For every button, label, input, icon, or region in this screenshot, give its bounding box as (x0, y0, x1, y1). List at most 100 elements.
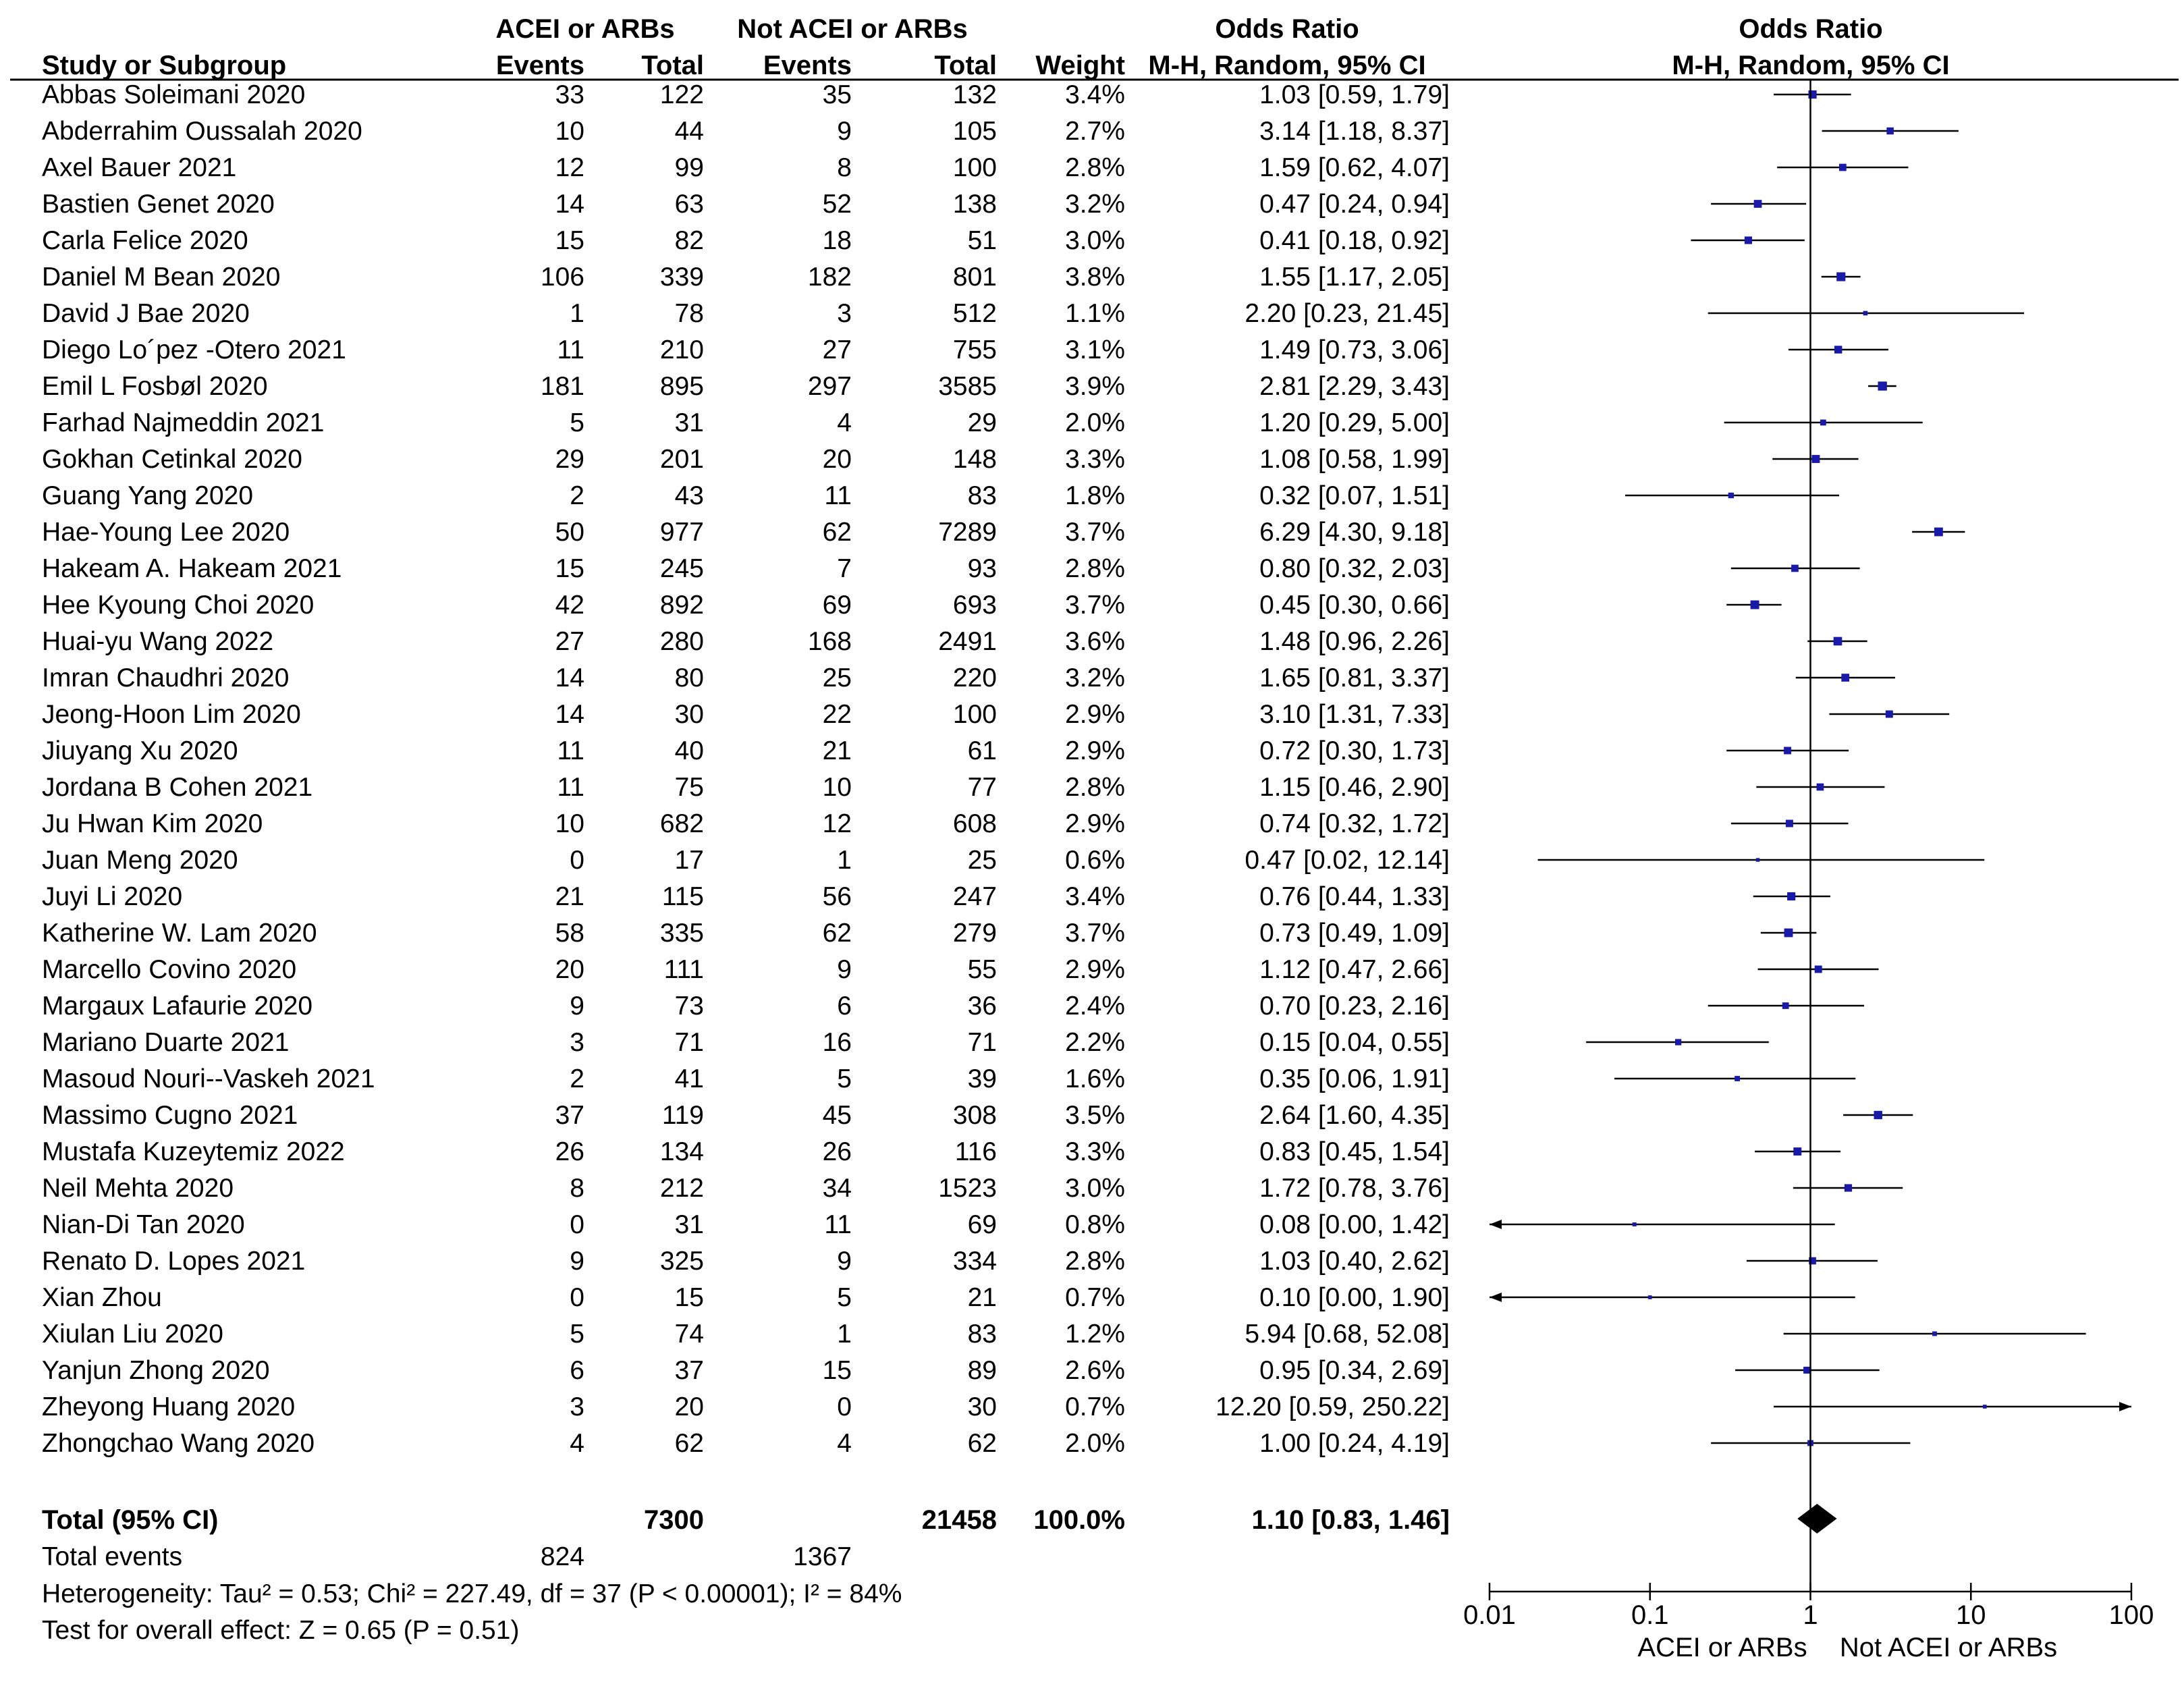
forest-row (1724, 419, 1923, 426)
events-not-acei: 26 (823, 1137, 852, 1166)
study-name: Jordana B Cohen 2021 (42, 773, 312, 802)
total-not-acei: 7289 (938, 518, 997, 547)
point-estimate-marker (1787, 892, 1796, 901)
total-not-acei: 279 (953, 919, 997, 948)
weight-value: 3.2% (1065, 190, 1125, 219)
point-estimate-marker (1791, 564, 1799, 572)
forest-row (1490, 1293, 1855, 1302)
total-not-acei: 21 (968, 1283, 997, 1312)
events-acei: 29 (555, 445, 584, 474)
total-acei: 201 (660, 445, 704, 474)
odds-ratio-ci: 0.41 [0.18, 0.92] (1259, 226, 1450, 255)
events-not-acei: 20 (823, 445, 852, 474)
weight-value: 2.6% (1065, 1356, 1125, 1385)
forest-row (1586, 1039, 1769, 1046)
point-estimate-marker (1784, 747, 1792, 755)
events-not-acei: 3 (837, 299, 852, 328)
odds-ratio-ci: 0.32 [0.07, 1.51] (1259, 481, 1450, 510)
odds-ratio-ci: 2.81 [2.29, 3.43] (1259, 372, 1450, 401)
study-row: David J Bae 2020 1 78 3 512 1.1% 2.20 [0.23, 2… (42, 299, 1450, 328)
events-not-acei: 22 (823, 700, 852, 729)
odds-ratio-ci: 5.94 [0.68, 52.08] (1245, 1320, 1450, 1349)
odds-ratio-ci: 0.35 [0.06, 1.91] (1259, 1064, 1450, 1093)
total-not-acei: 755 (953, 335, 997, 364)
events-acei: 21 (555, 882, 584, 911)
events-not-acei: 69 (823, 591, 852, 620)
total-acei: 280 (660, 627, 704, 656)
point-estimate-marker (1834, 346, 1842, 354)
study-row: Bastien Genet 2020 14 63 52 138 3.2% 0.47 [0.2… (42, 190, 1450, 219)
events-acei: 15 (555, 226, 584, 255)
odds-ratio-ci: 6.29 [4.30, 9.18] (1259, 518, 1450, 547)
odds-ratio-ci: 1.65 [0.81, 3.37] (1259, 663, 1450, 693)
forest-row (1691, 236, 1805, 244)
events-acei: 5 (570, 408, 584, 437)
weight-value: 2.4% (1065, 992, 1125, 1021)
odds-ratio-ci: 0.45 [0.30, 0.66] (1259, 591, 1450, 620)
events-not-acei: 62 (823, 518, 852, 547)
weight-value: 3.4% (1065, 80, 1125, 109)
study-name: Abbas Soleimani 2020 (42, 80, 305, 109)
total-acei: 82 (675, 226, 704, 255)
events-not-acei: 34 (823, 1174, 852, 1203)
study-name: Massimo Cugno 2021 (42, 1101, 298, 1130)
x-tick-label: 1 (1803, 1600, 1818, 1630)
study-row: Axel Bauer 2021 12 99 8 100 2.8% 1.59 [0.62, 4… (42, 153, 1450, 182)
events-acei: 6 (570, 1356, 584, 1385)
events-acei: 26 (555, 1137, 584, 1166)
point-estimate-marker (1839, 163, 1847, 171)
study-name: Huai-yu Wang 2022 (42, 627, 273, 656)
total-acei: 40 (675, 736, 704, 765)
total-not-acei: 801 (953, 263, 997, 292)
weight-value: 3.9% (1065, 372, 1125, 401)
events-acei: 0 (570, 846, 584, 875)
events-acei: 27 (555, 627, 584, 656)
total-not-acei: 138 (953, 190, 997, 219)
study-name: Bastien Genet 2020 (42, 190, 275, 219)
events-acei: 1 (570, 299, 584, 328)
odds-ratio-ci: 0.08 [0.00, 1.42] (1259, 1210, 1450, 1239)
weight-value: 3.8% (1065, 263, 1125, 292)
weight-value: 3.2% (1065, 663, 1125, 693)
study-row: Huai-yu Wang 2022 27 280 168 2491 3.6% 1.48 [0… (42, 627, 1450, 656)
header-method-table: M-H, Random, 95% CI (1148, 51, 1425, 80)
study-name: Jeong-Hoon Lim 2020 (42, 700, 301, 729)
odds-ratio-ci: 0.83 [0.45, 1.54] (1259, 1137, 1450, 1166)
point-estimate-marker (1750, 600, 1759, 609)
events-acei: 42 (555, 591, 584, 620)
study-name: Hee Kyoung Choi 2020 (42, 591, 314, 620)
forest-row (1537, 858, 1985, 862)
forest-row (1868, 381, 1896, 391)
events-not-acei: 11 (825, 481, 852, 510)
study-row: Jeong-Hoon Lim 2020 14 30 22 100 2.9% 3.10 [1.… (42, 700, 1450, 729)
study-name: Ju Hwan Kim 2020 (42, 809, 263, 838)
x-tick-label: 100 (2109, 1600, 2154, 1630)
events-not-acei: 5 (837, 1283, 852, 1312)
weight-value: 2.2% (1065, 1028, 1125, 1057)
study-row: Carla Felice 2020 15 82 18 51 3.0% 0.41 [0.18,… (42, 226, 1450, 255)
forest-row (1735, 1366, 1880, 1374)
events-not-acei: 10 (823, 773, 852, 802)
total-not-acei: 83 (968, 1320, 997, 1349)
odds-ratio-ci: 0.95 [0.34, 2.69] (1259, 1356, 1450, 1385)
point-estimate-marker (1886, 127, 1894, 135)
total-acei: 78 (675, 299, 704, 328)
events-acei: 4 (570, 1429, 584, 1458)
study-name: Renato D. Lopes 2021 (42, 1247, 305, 1276)
study-row: Jiuyang Xu 2020 11 40 21 61 2.9% 0.72 [0.30, 1… (42, 736, 1450, 765)
events-not-acei: 1 (837, 1320, 852, 1349)
study-row: Nian-Di Tan 2020 0 31 11 69 0.8% 0.08 [0.00, 1… (42, 1210, 1450, 1239)
total-not-acei: 132 (953, 80, 997, 109)
events-acei: 33 (555, 80, 584, 109)
events-acei: 9 (570, 992, 584, 1021)
forest-row (1755, 1147, 1841, 1156)
study-name: Abderrahim Oussalah 2020 (42, 117, 362, 146)
header-group2: Not ACEI or ARBs (737, 14, 967, 44)
odds-ratio-ci: 0.72 [0.30, 1.73] (1259, 736, 1450, 765)
events-acei: 11 (557, 736, 585, 765)
study-name: Axel Bauer 2021 (42, 153, 236, 182)
point-estimate-marker (1841, 674, 1850, 682)
header-odds-ratio-table: Odds Ratio (1215, 14, 1359, 44)
forest-row (1614, 1076, 1856, 1081)
